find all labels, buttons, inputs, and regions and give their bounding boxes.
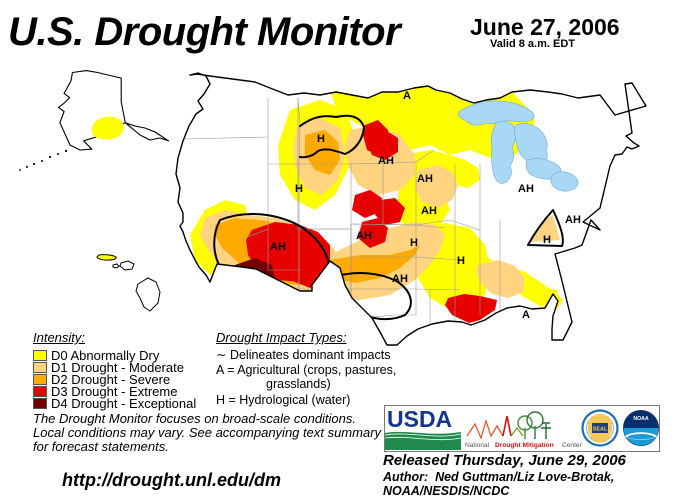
svg-text:AH: AH [378,155,394,167]
svg-text:H: H [317,133,325,145]
svg-text:AH: AH [421,205,437,217]
svg-text:AH: AH [270,241,286,253]
svg-text:H: H [295,183,303,195]
svg-text:AH: AH [565,214,581,226]
svg-text:H: H [543,234,551,246]
svg-text:Center: Center [562,442,583,449]
svg-text:NOAA: NOAA [633,416,649,422]
svg-text:H: H [410,237,418,249]
svg-text:AH: AH [417,173,433,185]
svg-text:SEAL: SEAL [593,427,608,433]
svg-text:AH: AH [356,230,372,242]
svg-text:AH: AH [392,273,408,285]
svg-text:AH: AH [518,183,534,195]
svg-text:National: National [465,442,490,449]
svg-text:A: A [403,90,411,102]
svg-text:Drought Mitigation: Drought Mitigation [495,442,554,449]
svg-text:H: H [457,255,465,267]
svg-text:A: A [522,309,530,321]
svg-text:USDA: USDA [387,406,452,432]
